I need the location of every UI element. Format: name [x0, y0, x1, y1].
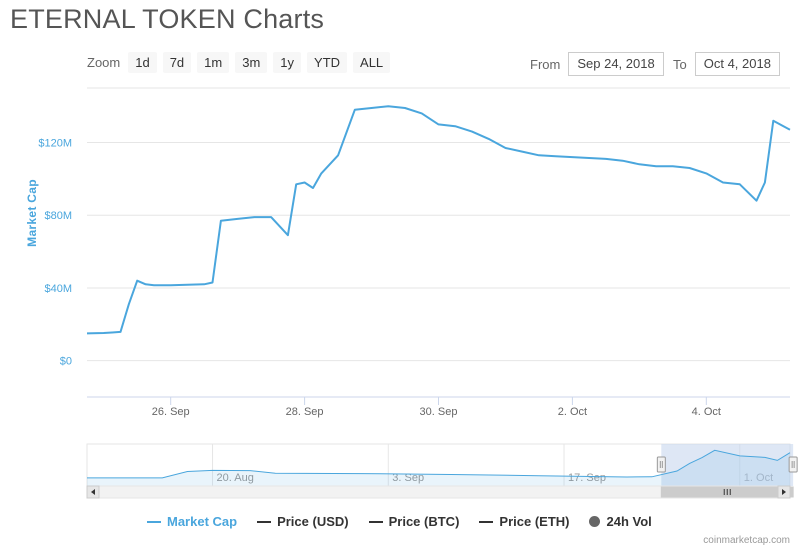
to-label: To: [673, 56, 687, 72]
x-tick-label: 28. Sep: [286, 406, 324, 418]
legend: Market Cap Price (USD) Price (BTC) Price…: [147, 514, 652, 529]
navigator-handle[interactable]: [788, 456, 798, 473]
navigator-tick-label: 20. Aug: [217, 472, 254, 484]
zoom-ytd-button[interactable]: YTD: [307, 52, 348, 73]
zoom-label: Zoom: [87, 55, 121, 70]
legend-label: Price (USD): [277, 514, 349, 529]
navigator-handle[interactable]: [656, 456, 666, 473]
legend-line-icon: [479, 520, 494, 523]
legend-label: Price (ETH): [499, 514, 570, 529]
legend-label: 24h Vol: [606, 514, 652, 529]
y-tick-label: $0: [60, 356, 72, 368]
zoom-all-button[interactable]: ALL: [353, 52, 391, 73]
legend-item-price-eth[interactable]: Price (ETH): [479, 514, 569, 529]
from-date-input[interactable]: Sep 24, 2018: [568, 52, 664, 76]
zoom-3m-button[interactable]: 3m: [235, 52, 268, 73]
x-tick-label: 30. Sep: [420, 406, 458, 418]
navigator-tick-label: 3. Sep: [392, 472, 424, 484]
x-tick-label: 4. Oct: [692, 406, 721, 418]
market-cap-series-line: [86, 105, 791, 335]
legend-item-24h-vol[interactable]: 24h Vol: [589, 514, 652, 529]
y-tick-labels: $0 $40M $80M $120M: [38, 138, 72, 368]
to-date-input[interactable]: Oct 4, 2018: [694, 52, 780, 76]
navigator-line: [87, 449, 791, 479]
legend-label: Price (BTC): [388, 514, 460, 529]
scroll-left-arrow-icon: [91, 489, 95, 495]
x-tick-labels: 26. Sep 28. Sep 30. Sep 2. Oct 4. Oct: [152, 397, 721, 418]
page-title: ETERNAL TOKEN Charts: [10, 4, 325, 34]
legend-label: Market Cap: [167, 514, 238, 529]
x-tick-label: 2. Oct: [558, 406, 587, 418]
grid-lines: [87, 87, 790, 398]
navigator-tick-label: 17. Sep: [568, 472, 606, 484]
legend-item-market-cap[interactable]: Market Cap: [147, 514, 237, 529]
legend-line-icon: [257, 520, 272, 523]
zoom-bar: Zoom 1d 7d 1m 3m 1y YTD ALL: [87, 52, 391, 73]
credit-link[interactable]: coinmarketcap.com: [703, 535, 790, 546]
legend-line-icon: [147, 520, 161, 523]
legend-item-price-btc[interactable]: Price (BTC): [368, 514, 460, 529]
from-label: From: [530, 56, 561, 72]
x-tick-label: 26. Sep: [152, 406, 190, 418]
zoom-1m-button[interactable]: 1m: [197, 52, 230, 73]
scroll-right-arrow-icon: [782, 489, 786, 495]
date-from-group: From Sep 24, 2018: [530, 52, 664, 76]
market-cap-chart[interactable]: $0 $40M $80M $120M 26. Sep 28. Sep 30. Sep 2. …: [0, 0, 800, 510]
navigator-selected-range: [661, 444, 794, 486]
legend-dot-icon: [589, 516, 601, 527]
y-tick-label: $120M: [38, 138, 72, 150]
zoom-1d-button[interactable]: 1d: [128, 52, 157, 73]
y-tick-label: $40M: [44, 283, 72, 295]
date-to-group: To Oct 4, 2018: [673, 52, 780, 76]
y-tick-label: $80M: [44, 210, 72, 222]
legend-line-icon: [368, 520, 383, 523]
zoom-7d-button[interactable]: 7d: [162, 52, 192, 73]
zoom-1y-button[interactable]: 1y: [273, 52, 302, 73]
legend-item-price-usd[interactable]: Price (USD): [257, 514, 349, 529]
